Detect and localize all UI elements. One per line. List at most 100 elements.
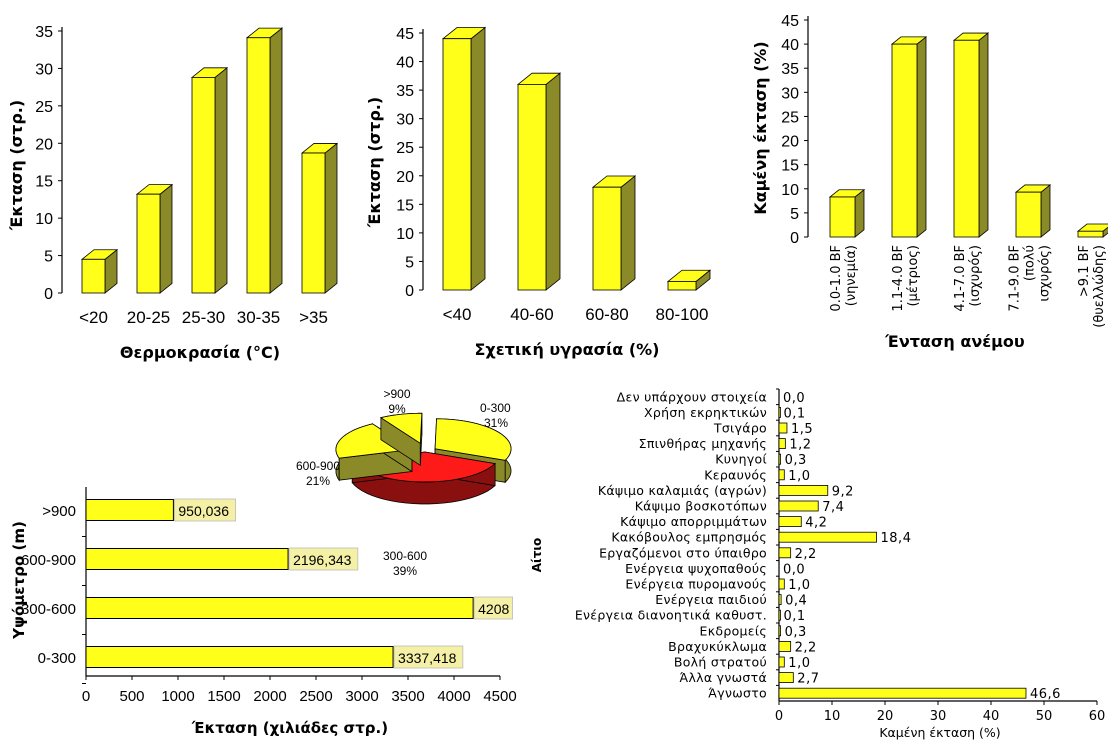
y-tick-label: 25 <box>35 99 53 116</box>
x-tick-label: 20 <box>877 709 894 724</box>
x-tick-label: 30-35 <box>237 308 280 327</box>
data-label: 1,0 <box>788 578 810 593</box>
bar-side <box>159 183 173 294</box>
y-tick-label: 600-900 <box>21 552 76 569</box>
bar-side <box>978 32 989 238</box>
bar-front <box>301 152 326 294</box>
x-tick-label: 2500 <box>299 688 332 705</box>
x-tick-label: 40-60 <box>510 305 553 324</box>
y-axis-title: Έκταση (στρ.) <box>7 100 26 231</box>
x-tick-label: 3500 <box>391 688 424 705</box>
bar <box>778 531 877 543</box>
bar <box>85 548 289 570</box>
data-label: 1,5 <box>791 422 813 437</box>
data-label: 1,0 <box>788 656 810 671</box>
y-tick-label: 40 <box>396 55 414 72</box>
bar <box>778 609 781 621</box>
data-label-box <box>288 547 359 571</box>
y-tick-label: 0-300 <box>38 650 76 667</box>
y-tick-label: Βραχυκύκλωμα <box>668 639 767 654</box>
x-tick-label: (θυελλώδης) <box>1092 245 1107 328</box>
bar-front <box>592 186 622 291</box>
x-tick-label: 0 <box>82 688 90 705</box>
pie-label: >900 <box>383 387 410 401</box>
bar <box>778 406 781 418</box>
y-tick-label: 5 <box>790 206 799 223</box>
bar-front <box>667 281 697 291</box>
y-tick-label: 10 <box>781 182 799 199</box>
y-tick-label: 5 <box>405 254 414 271</box>
bar <box>778 672 794 683</box>
y-tick-label: Ενέργεια ψυχοπαθούς <box>625 561 767 576</box>
bar-top <box>1076 223 1108 232</box>
data-label: 18,4 <box>881 531 912 546</box>
bar <box>85 646 394 668</box>
bar <box>778 594 782 605</box>
y-tick-label: 15 <box>396 197 414 214</box>
bar-front <box>953 39 980 238</box>
data-label: 0,0 <box>783 391 805 406</box>
bar <box>778 516 802 527</box>
x-tick-label: 50 <box>1036 709 1053 724</box>
data-label: 0,1 <box>784 609 806 624</box>
x-axis-title: Σχετική υγρασία (%) <box>475 340 660 359</box>
chart-2: 0 5 10 15 20 25 30 35 40 45 <40 40-60 60-80 80-100 Σχε… <box>365 26 712 359</box>
y-tick-label: 10 <box>396 226 414 243</box>
y-tick-label: 5 <box>44 249 53 266</box>
y-tick-label: 40 <box>781 37 799 54</box>
data-label: 0,3 <box>785 625 807 640</box>
data-label-box <box>393 645 464 669</box>
x-axis-title: Θερμοκρασία (°C) <box>120 343 280 362</box>
bar <box>85 597 474 619</box>
data-label: 7,4 <box>822 500 844 515</box>
y-tick-label: 35 <box>781 61 799 78</box>
y-axis-title: Αίτιο <box>530 538 544 573</box>
y-tick-label: Εργαζόμενοι στο ύπαιθρο <box>599 545 767 560</box>
y-tick-label: 0 <box>790 230 799 247</box>
x-axis-title: Ένταση ανέμου <box>884 332 1025 351</box>
bar <box>778 641 792 652</box>
y-tick-label: Κεραυνός <box>704 467 767 482</box>
bar-side <box>324 142 338 294</box>
x-tick-label: 3000 <box>345 688 378 705</box>
bar <box>778 484 829 496</box>
y-tick-label: 25 <box>781 109 799 126</box>
y-tick-label: 45 <box>396 26 414 43</box>
bar-side <box>854 188 865 238</box>
x-tick-label: <40 <box>443 305 472 324</box>
x-tick-label: 60-80 <box>585 305 628 324</box>
y-tick-label: Κάψιμο απορριμμάτων <box>620 514 767 529</box>
pie-slice-top <box>335 423 414 459</box>
x-tick-label: (νηνεμία) <box>844 245 859 306</box>
data-label: 0,0 <box>783 562 805 577</box>
y-tick-label: 15 <box>781 158 799 175</box>
x-tick-label: 4.1-7.0 BF <box>953 245 968 312</box>
bar <box>135 183 174 294</box>
bar <box>245 27 284 294</box>
x-axis-title: Έκταση (χιλιάδες στρ.) <box>191 719 388 737</box>
data-label: 3337,418 <box>398 650 457 666</box>
data-label: 950,036 <box>178 503 229 519</box>
y-tick-label: >900 <box>42 503 76 520</box>
y-tick-label: Άλλα γνωστά <box>680 670 768 685</box>
y-tick-label: 30 <box>35 61 53 78</box>
bar <box>778 547 792 559</box>
bar-front <box>517 84 547 291</box>
bar <box>778 453 781 465</box>
data-label: 2,2 <box>795 640 817 655</box>
bar <box>778 578 785 590</box>
x-tick-label: 10 <box>824 709 841 724</box>
y-tick-label: Άγνωστο <box>708 686 767 701</box>
bar <box>666 269 712 291</box>
bar-front <box>191 77 216 294</box>
bar-front <box>891 43 918 238</box>
x-tick-label: <20 <box>79 308 108 327</box>
y-tick-label: Σπινθήρας μηχανής <box>639 436 767 451</box>
bar-side <box>620 175 636 291</box>
y-tick-label: Εκδρομείς <box>700 623 767 638</box>
data-label: 0,3 <box>785 453 807 468</box>
y-tick-label: 20 <box>396 169 414 186</box>
y-tick-label: Τσιγάρο <box>713 421 767 436</box>
data-label: 2196,343 <box>293 552 352 568</box>
x-tick-label: 40 <box>983 709 1000 724</box>
